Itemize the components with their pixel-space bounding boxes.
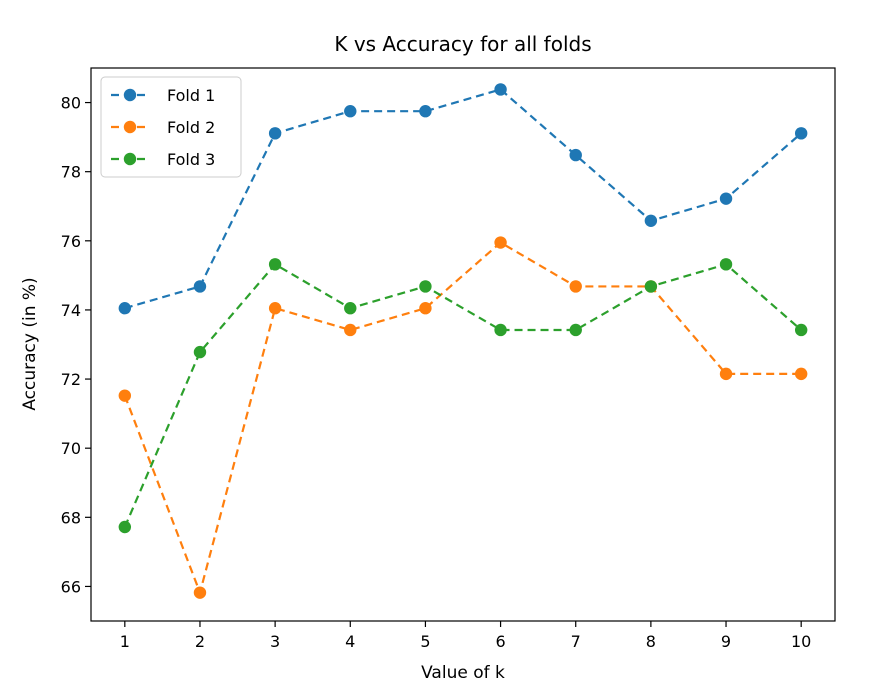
data-point bbox=[118, 520, 132, 534]
legend-marker bbox=[123, 88, 137, 102]
legend-item: Fold 3 bbox=[111, 150, 215, 169]
y-tick-label: 78 bbox=[61, 163, 81, 182]
legend-label: Fold 2 bbox=[167, 118, 215, 137]
y-tick-label: 76 bbox=[61, 232, 81, 251]
x-tick-label: 3 bbox=[270, 632, 280, 651]
data-point bbox=[118, 302, 132, 315]
x-tick-label: 7 bbox=[571, 632, 581, 651]
x-tick-label: 6 bbox=[495, 632, 505, 651]
y-tick-label: 72 bbox=[61, 370, 81, 389]
data-point bbox=[494, 323, 507, 337]
y-axis-label: Accuracy (in %) bbox=[20, 277, 40, 410]
y-tick-label: 66 bbox=[61, 577, 81, 596]
data-point bbox=[344, 323, 357, 337]
data-point bbox=[719, 192, 733, 205]
data-point bbox=[268, 258, 282, 271]
x-tick-label: 5 bbox=[420, 632, 430, 651]
data-point bbox=[419, 280, 432, 293]
data-point bbox=[794, 323, 808, 337]
data-point bbox=[419, 302, 432, 315]
data-point bbox=[268, 302, 282, 315]
legend-marker bbox=[123, 120, 137, 134]
chart-title: K vs Accuracy for all folds bbox=[334, 32, 591, 56]
legend-label: Fold 3 bbox=[167, 150, 215, 169]
y-tick-label: 68 bbox=[61, 508, 81, 527]
data-point bbox=[193, 280, 207, 293]
y-tick-label: 80 bbox=[61, 94, 81, 113]
data-point bbox=[794, 367, 808, 381]
data-point bbox=[268, 127, 282, 140]
data-point bbox=[794, 127, 808, 140]
x-tick-label: 1 bbox=[120, 632, 130, 651]
series-line-3 bbox=[123, 262, 802, 528]
data-point bbox=[569, 280, 582, 293]
x-tick-label: 9 bbox=[721, 632, 731, 651]
series-line-2 bbox=[123, 241, 802, 597]
data-point bbox=[193, 345, 207, 359]
y-tick-label: 70 bbox=[61, 439, 81, 458]
data-point bbox=[419, 105, 432, 118]
x-tick-label: 10 bbox=[791, 632, 811, 651]
data-point bbox=[494, 83, 507, 96]
x-tick-label: 8 bbox=[646, 632, 656, 651]
data-point bbox=[344, 302, 357, 315]
x-tick-label: 2 bbox=[195, 632, 205, 651]
data-point bbox=[344, 105, 357, 118]
legend-item: Fold 2 bbox=[111, 118, 215, 137]
legend-box bbox=[100, 76, 242, 178]
data-point bbox=[193, 586, 207, 599]
series-line-1 bbox=[124, 88, 802, 310]
legend-item: Fold 1 bbox=[111, 86, 215, 105]
data-point bbox=[569, 148, 582, 162]
data-point bbox=[569, 323, 582, 337]
data-point bbox=[644, 214, 658, 227]
x-axis-label: Value of k bbox=[421, 663, 505, 683]
data-point bbox=[719, 367, 733, 381]
legend-label: Fold 1 bbox=[167, 86, 215, 105]
legend: Fold 1 Fold 2 Fold 3 bbox=[100, 76, 242, 178]
y-tick-label: 74 bbox=[61, 301, 81, 320]
data-point bbox=[494, 236, 507, 249]
data-point bbox=[719, 258, 733, 271]
x-tick-label: 4 bbox=[345, 632, 355, 651]
plot-frame bbox=[90, 67, 836, 622]
legend-marker bbox=[123, 152, 137, 166]
data-point bbox=[118, 389, 132, 402]
data-point bbox=[644, 280, 658, 293]
